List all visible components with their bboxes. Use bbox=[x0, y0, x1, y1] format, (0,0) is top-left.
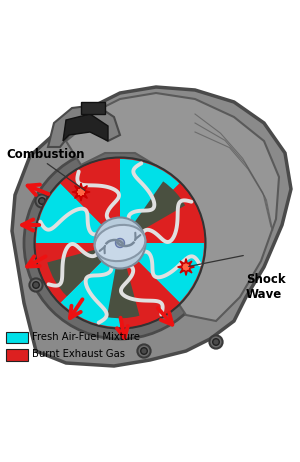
Circle shape bbox=[141, 348, 147, 354]
Wedge shape bbox=[120, 182, 185, 243]
Polygon shape bbox=[12, 87, 291, 366]
Text: Burnt Exhaust Gas: Burnt Exhaust Gas bbox=[32, 349, 125, 359]
Wedge shape bbox=[61, 159, 120, 243]
Polygon shape bbox=[72, 183, 90, 201]
Wedge shape bbox=[120, 243, 179, 327]
Circle shape bbox=[35, 195, 49, 207]
Wedge shape bbox=[120, 183, 204, 243]
Polygon shape bbox=[77, 188, 85, 195]
Text: Fresh Air-Fuel Mixture: Fresh Air-Fuel Mixture bbox=[32, 332, 140, 342]
Circle shape bbox=[137, 344, 151, 358]
Text: Combustion: Combustion bbox=[6, 147, 85, 160]
FancyBboxPatch shape bbox=[6, 349, 28, 361]
Wedge shape bbox=[120, 243, 204, 303]
Polygon shape bbox=[81, 102, 105, 114]
Wedge shape bbox=[61, 243, 120, 327]
Circle shape bbox=[94, 218, 146, 268]
FancyBboxPatch shape bbox=[6, 332, 28, 343]
Wedge shape bbox=[36, 183, 120, 243]
Polygon shape bbox=[66, 93, 279, 321]
Wedge shape bbox=[107, 243, 140, 318]
Circle shape bbox=[39, 198, 45, 204]
Ellipse shape bbox=[95, 225, 145, 261]
Wedge shape bbox=[47, 243, 120, 296]
Circle shape bbox=[33, 282, 39, 288]
Circle shape bbox=[24, 147, 216, 339]
Wedge shape bbox=[120, 159, 179, 243]
Circle shape bbox=[209, 335, 223, 349]
Polygon shape bbox=[183, 264, 189, 270]
Circle shape bbox=[116, 238, 124, 248]
Polygon shape bbox=[63, 114, 108, 141]
Circle shape bbox=[213, 339, 219, 345]
Circle shape bbox=[29, 279, 43, 292]
Polygon shape bbox=[48, 105, 120, 147]
Wedge shape bbox=[36, 243, 120, 303]
Circle shape bbox=[34, 158, 206, 328]
Text: Shock
Wave: Shock Wave bbox=[246, 273, 286, 301]
Polygon shape bbox=[178, 259, 194, 275]
